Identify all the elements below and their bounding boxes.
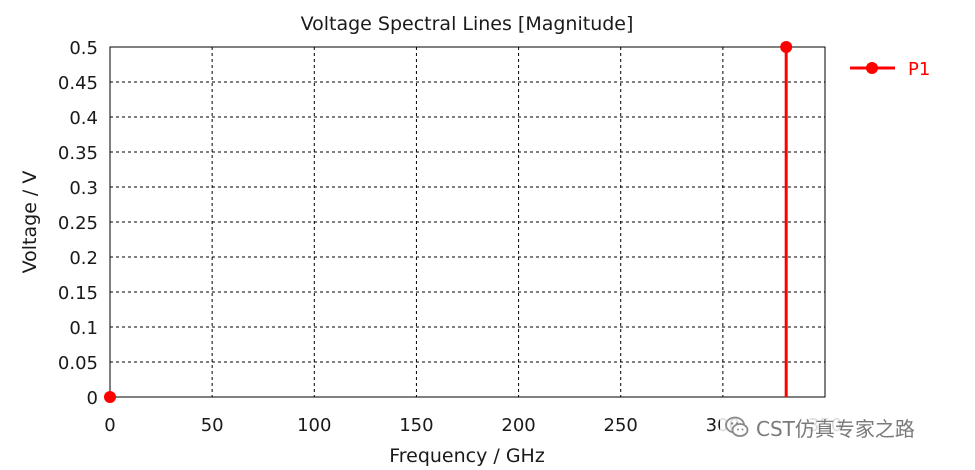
grid-lines [110,47,825,397]
y-tick-label: 0.5 [69,38,98,59]
y-tick-label: 0.1 [69,318,98,339]
y-tick-label: 0 [87,388,98,409]
x-tick-label: 50 [201,415,224,436]
watermark: CST仿真专家之路 [720,410,923,444]
y-tick-label: 0.2 [69,248,98,269]
x-axis-label: Frequency / GHz [389,445,545,467]
x-tick-label: 200 [501,415,535,436]
x-tick-label: 150 [399,415,433,436]
data-point [780,41,793,53]
y-tick-label: 0.15 [58,283,98,304]
series-layer [104,41,793,403]
legend-swatch-marker [866,62,878,74]
x-tick-label: 250 [604,415,638,436]
data-point [104,391,116,403]
x-tick-label: 100 [297,415,331,436]
y-tick-label: 0.4 [69,108,98,129]
legend: P1 [850,59,930,80]
y-axis-ticks: 0 0.05 0.1 0.15 0.2 0.25 0.3 0.35 0.4 0.45 0.5 [58,38,98,409]
x-tick-label: 0 [104,415,115,436]
y-tick-label: 0.3 [69,178,98,199]
y-tick-label: 0.05 [58,353,98,374]
y-axis-label: Voltage / V [19,171,41,274]
y-tick-label: 0.35 [58,143,98,164]
y-tick-label: 0.45 [58,73,98,94]
watermark-text: CST仿真专家之路 [756,416,915,441]
legend-label: P1 [908,59,930,80]
y-tick-label: 0.25 [58,213,98,234]
chart-title: Voltage Spectral Lines [Magnitude] [301,13,634,35]
wechat-icon [725,416,749,437]
